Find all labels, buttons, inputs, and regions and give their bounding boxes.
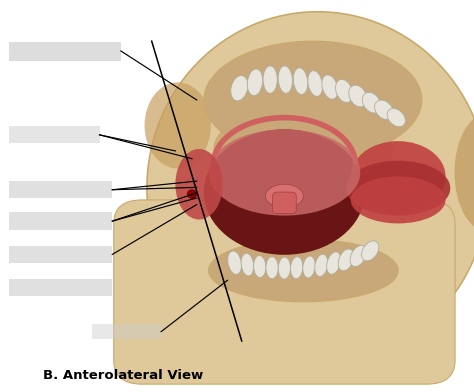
FancyBboxPatch shape — [92, 324, 162, 339]
Ellipse shape — [336, 80, 353, 102]
Ellipse shape — [308, 71, 323, 96]
Ellipse shape — [278, 257, 291, 279]
Ellipse shape — [254, 256, 266, 278]
Ellipse shape — [350, 245, 366, 267]
Ellipse shape — [349, 85, 367, 107]
Ellipse shape — [247, 69, 263, 96]
Ellipse shape — [265, 184, 303, 208]
FancyBboxPatch shape — [9, 246, 112, 263]
Ellipse shape — [303, 256, 315, 278]
Ellipse shape — [241, 253, 254, 276]
Text: B. Anterolateral View: B. Anterolateral View — [43, 369, 203, 382]
Ellipse shape — [327, 252, 341, 274]
Ellipse shape — [187, 190, 197, 198]
Ellipse shape — [338, 249, 354, 271]
Ellipse shape — [351, 176, 446, 223]
Ellipse shape — [204, 129, 365, 255]
Ellipse shape — [204, 41, 422, 159]
FancyBboxPatch shape — [9, 279, 112, 296]
Ellipse shape — [213, 106, 393, 192]
Ellipse shape — [175, 149, 223, 220]
Ellipse shape — [209, 239, 398, 302]
Ellipse shape — [209, 129, 360, 216]
FancyBboxPatch shape — [9, 42, 121, 61]
Ellipse shape — [351, 141, 446, 212]
Ellipse shape — [315, 254, 328, 276]
Ellipse shape — [263, 66, 277, 93]
FancyBboxPatch shape — [9, 181, 112, 198]
Ellipse shape — [145, 82, 211, 169]
FancyBboxPatch shape — [9, 126, 100, 143]
FancyBboxPatch shape — [114, 200, 455, 384]
Ellipse shape — [147, 12, 474, 365]
Ellipse shape — [362, 93, 381, 113]
Ellipse shape — [293, 68, 308, 94]
Ellipse shape — [455, 114, 474, 231]
Ellipse shape — [291, 257, 303, 279]
Ellipse shape — [266, 257, 278, 279]
FancyBboxPatch shape — [273, 192, 296, 214]
FancyBboxPatch shape — [9, 212, 112, 230]
Ellipse shape — [387, 109, 405, 127]
Ellipse shape — [362, 241, 379, 261]
Ellipse shape — [322, 75, 338, 99]
Ellipse shape — [374, 100, 393, 120]
Ellipse shape — [228, 251, 241, 274]
Ellipse shape — [231, 76, 248, 101]
Ellipse shape — [278, 66, 292, 93]
Ellipse shape — [346, 161, 450, 216]
